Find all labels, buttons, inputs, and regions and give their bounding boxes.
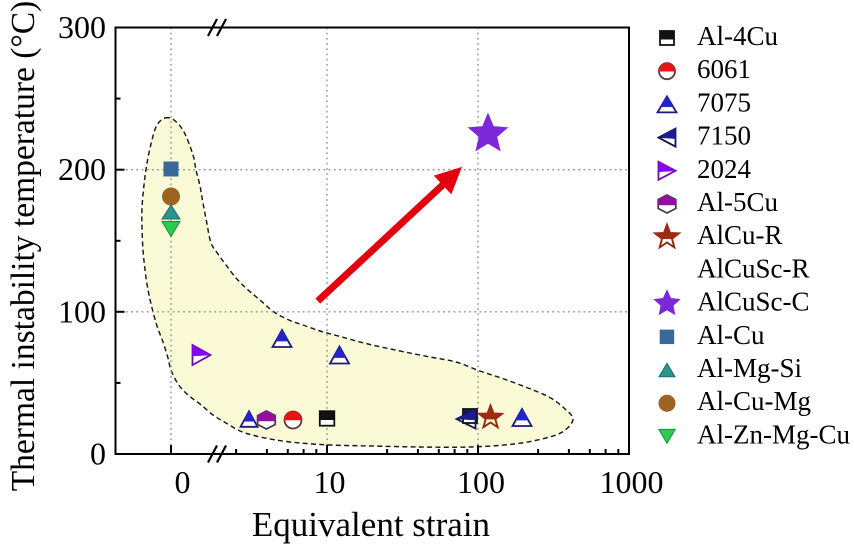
svg-text:AlCuSc-C: AlCuSc-C [697,287,810,317]
svg-text:0: 0 [175,464,191,500]
svg-text:0: 0 [90,436,106,472]
svg-text:1000: 1000 [600,464,664,500]
svg-text:200: 200 [58,151,106,187]
svg-text:10: 10 [314,464,346,500]
svg-text:Al-Cu: Al-Cu [697,320,765,350]
svg-text:2024: 2024 [697,154,752,184]
svg-text:Al-Mg-Si: Al-Mg-Si [697,353,802,383]
svg-text:Al-Zn-Mg-Cu: Al-Zn-Mg-Cu [697,419,850,449]
svg-text:7075: 7075 [697,87,751,117]
svg-text:Al-Cu-Mg: Al-Cu-Mg [697,386,811,416]
svg-text:100: 100 [58,293,106,329]
svg-text:AlCu-R: AlCu-R [697,220,783,250]
svg-text:AlCuSc-R: AlCuSc-R [697,253,810,283]
svg-text:Thermal instability temperatur: Thermal instability temperature (°C) [5,1,42,492]
svg-text:7150: 7150 [697,121,751,151]
svg-text:Al-5Cu: Al-5Cu [697,187,779,217]
svg-text:300: 300 [58,9,106,45]
svg-text:100: 100 [457,464,505,500]
svg-text:Al-4Cu: Al-4Cu [697,21,779,51]
svg-text:6061: 6061 [697,54,751,84]
svg-text:Equivalent strain: Equivalent strain [252,505,490,544]
